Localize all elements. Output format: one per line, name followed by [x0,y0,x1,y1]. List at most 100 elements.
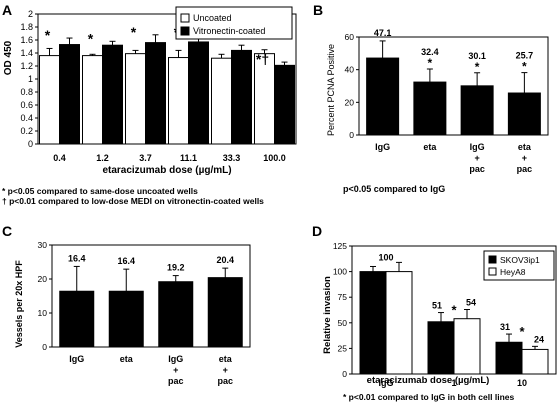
significance-star: * [519,324,525,339]
data-label: 32.4 [421,47,439,57]
category-label: IgG [375,142,390,152]
category-label: 10 [517,378,527,388]
panel-a: A OD 450 0 0.2 0.4 0.6 0.8 1 1.2 1.4 1.6 1.8 2 * * *… [2,2,297,206]
panel-b-label: B [313,2,323,18]
legend-swatch-uncoated [180,13,190,23]
panel-a-ylabel: OD 450 [3,40,14,75]
panel-d-label: D [312,223,322,239]
y-tick-label: 0 [28,139,33,149]
y-tick-label: 1 [28,74,33,84]
category-label: 1 [451,378,456,388]
y-tick-label: 30 [38,240,48,250]
category-label: eta [219,354,233,364]
panel-b-plot-frame [358,36,549,136]
bar [158,281,194,348]
panel-c-bars: 16.4 16.4 19.2 20.4 [59,253,243,348]
category-label: pac [168,376,184,386]
panel-a-category-labels: 0.4 1.2 3.7 11.1 33.3 100.0 [53,153,286,163]
y-tick-label: 0 [42,342,47,352]
panel-a-legend: Uncoated Vitronectin-coated [175,6,293,40]
category-label: 1.2 [96,153,109,163]
panel-a-xlabel: etaracizumab dose (µg/mL) [102,165,231,176]
panel-d-xlabel: etaracizumab dose (µg/mL) [367,375,490,386]
data-label: 31 [500,322,510,332]
y-tick-label: 1.8 [20,22,33,32]
panel-d-category-labels: IgG 1 10 [379,378,528,388]
category-label: + [223,365,228,375]
panel-a-bars: *****† [39,24,295,145]
bar-vitronectin [231,49,252,145]
bar-uncoated [168,57,189,145]
panel-b-bars: 47.132.4*30.1*25.7* [366,28,541,136]
y-tick-label: 125 [333,241,347,251]
significance-annotation: * [45,27,51,43]
category-label: + [173,365,178,375]
legend-label-uncoated: Uncoated [193,13,232,23]
panel-a-label: A [2,2,12,18]
category-label: 33.3 [223,153,241,163]
panel-d-footnote: * p<0.01 compared to IgG in both cell li… [343,392,514,402]
data-label: 16.4 [68,253,86,263]
legend-label-skov3ip1: SKOV3ip1 [500,255,540,265]
panel-c-ylabel: Vessels per 20x HPF [14,260,24,348]
bar [59,290,95,348]
bar [413,81,447,136]
category-label: eta [518,142,532,152]
category-label: IgG [379,378,394,388]
y-tick-label: 40 [345,65,355,75]
y-tick-label: 60 [345,32,355,42]
data-label: 19.2 [167,263,185,273]
panel-d-ylabel: Relative invasion [322,276,333,354]
data-label: 54 [466,297,476,307]
category-label: IgG [470,142,485,152]
category-label: + [474,153,479,163]
significance-star: * [428,56,433,70]
category-label: IgG [69,354,84,364]
legend-swatch-vitronectin [180,26,190,36]
y-tick-label: 0 [349,130,354,140]
y-tick-label: 10 [38,308,48,318]
y-tick-label: 20 [38,274,48,284]
significance-star: * [451,303,457,318]
panel-d-legend: SKOV3ip1 HeyA8 [483,250,555,281]
bar-heya8 [385,271,413,375]
panel-b-ylabel: Percent PCNA Positive [326,44,336,136]
panel-d-yticks: 0 25 50 75 100 125 [333,241,352,379]
category-label: 3.7 [139,153,152,163]
bar-vitronectin [59,44,80,145]
bar [366,57,400,136]
y-tick-label: 50 [338,318,348,328]
data-label: 25.7 [516,51,534,61]
bar-uncoated [39,55,60,145]
y-tick-label: 1.6 [20,35,33,45]
bar-skov3ip1 [359,271,387,375]
panel-b: B Percent PCNA Positive 0 20 40 60 47.1 32.4… [313,2,549,194]
category-label: 0.4 [53,153,66,163]
y-tick-label: 100 [333,267,347,277]
bar-uncoated [82,55,103,145]
significance-annotation: * [131,24,137,40]
panel-d: D Relative invasion 0 25 50 75 100 125 100 51 5… [312,223,557,402]
bar-skov3ip1 [427,321,455,375]
bar-uncoated [211,57,232,145]
bar-uncoated [254,53,275,145]
data-label: 47.1 [374,28,392,38]
category-label: + [522,153,527,163]
y-tick-label: 2 [28,9,33,19]
y-tick-label: 0.2 [20,126,33,136]
category-label: IgG [168,354,183,364]
legend-swatch-heya8 [488,267,497,276]
bar [207,277,243,348]
panel-d-bars: 100 51 54 * 31 24 * [359,252,549,375]
panel-a-footnote-1: * p<0.05 compared to same-dose uncoated … [2,186,198,196]
data-label: 30.1 [468,51,486,61]
bar-heya8 [521,348,549,375]
panel-c-yticks: 0 10 20 30 [38,240,52,352]
significance-star: * [475,60,480,74]
significance-annotation: * [88,30,94,46]
data-label: 100 [378,252,393,262]
bar [108,290,144,348]
bar-vitronectin [188,41,209,145]
panel-b-yticks: 0 20 40 60 [345,32,359,140]
